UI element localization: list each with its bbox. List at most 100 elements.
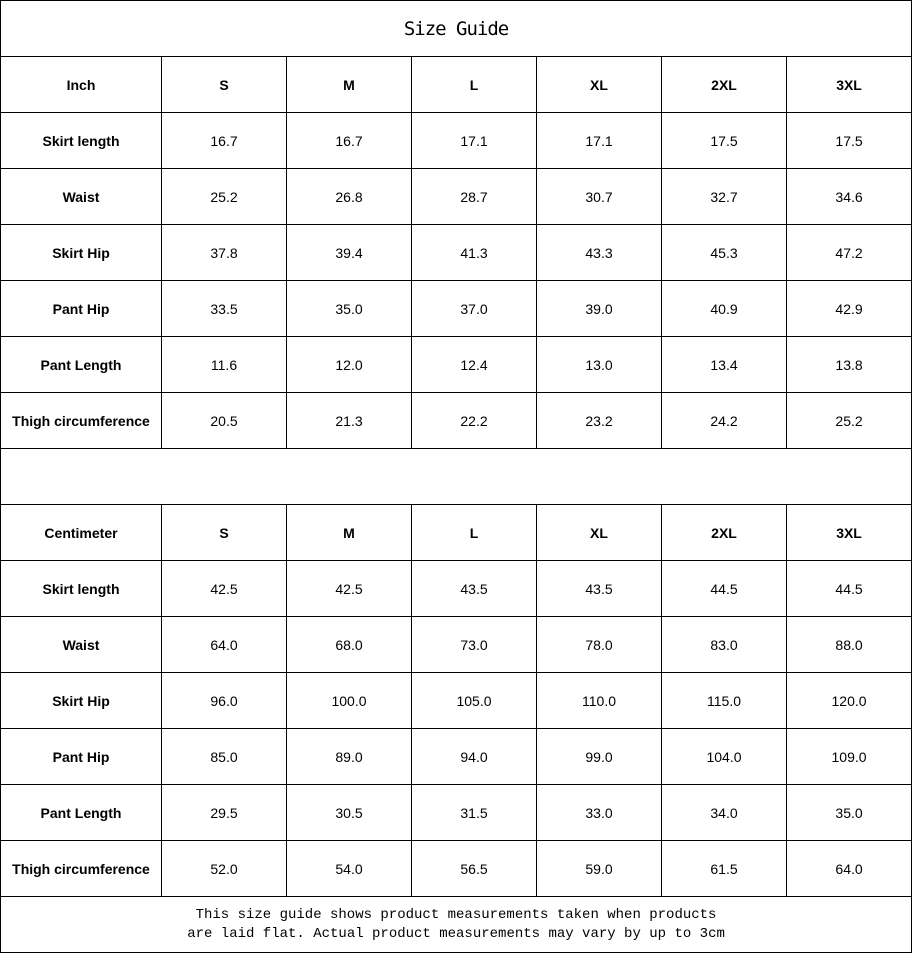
value-cell: 64.0 bbox=[785, 840, 913, 897]
value-cell: 52.0 bbox=[161, 840, 287, 897]
table-row: Pant Length 29.5 30.5 31.5 33.0 34.0 35.0 bbox=[0, 784, 913, 841]
value-cell: 22.2 bbox=[411, 392, 537, 449]
value-cell: 100.0 bbox=[286, 672, 412, 729]
value-cell: 78.0 bbox=[536, 616, 662, 673]
value-cell: 32.7 bbox=[661, 168, 787, 225]
table-row: Pant Length 11.6 12.0 12.4 13.0 13.4 13.8 bbox=[0, 336, 913, 393]
table-row: Pant Hip 33.5 35.0 37.0 39.0 40.9 42.9 bbox=[0, 280, 913, 337]
value-cell: 39.0 bbox=[536, 280, 662, 337]
size-header: M bbox=[286, 504, 412, 561]
value-cell: 105.0 bbox=[411, 672, 537, 729]
page-title: Size Guide bbox=[0, 0, 913, 57]
row-label: Skirt Hip bbox=[0, 224, 162, 281]
row-label: Thigh circumference bbox=[0, 840, 162, 897]
value-cell: 35.0 bbox=[785, 784, 913, 841]
value-cell: 13.8 bbox=[785, 336, 913, 393]
value-cell: 120.0 bbox=[785, 672, 913, 729]
row-label: Pant Length bbox=[0, 784, 162, 841]
value-cell: 73.0 bbox=[411, 616, 537, 673]
size-header: M bbox=[286, 56, 412, 113]
value-cell: 88.0 bbox=[785, 616, 913, 673]
table-row: Skirt Hip 96.0 100.0 105.0 110.0 115.0 120.0 bbox=[0, 672, 913, 729]
value-cell: 40.9 bbox=[661, 280, 787, 337]
size-header: L bbox=[411, 56, 537, 113]
value-cell: 25.2 bbox=[161, 168, 287, 225]
value-cell: 16.7 bbox=[286, 112, 412, 169]
row-label: Skirt Hip bbox=[0, 672, 162, 729]
table-row: Thigh circumference 52.0 54.0 56.5 59.0 61.5 6… bbox=[0, 840, 913, 897]
value-cell: 85.0 bbox=[161, 728, 287, 785]
value-cell: 30.7 bbox=[536, 168, 662, 225]
size-header: XL bbox=[536, 504, 662, 561]
value-cell: 61.5 bbox=[661, 840, 787, 897]
value-cell: 28.7 bbox=[411, 168, 537, 225]
value-cell: 17.1 bbox=[536, 112, 662, 169]
value-cell: 17.5 bbox=[661, 112, 787, 169]
value-cell: 43.3 bbox=[536, 224, 662, 281]
row-label: Pant Length bbox=[0, 336, 162, 393]
row-label: Waist bbox=[0, 616, 162, 673]
row-label: Pant Hip bbox=[0, 280, 162, 337]
table-row: Pant Hip 85.0 89.0 94.0 99.0 104.0 109.0 bbox=[0, 728, 913, 785]
value-cell: 43.5 bbox=[411, 560, 537, 617]
value-cell: 39.4 bbox=[286, 224, 412, 281]
value-cell: 12.0 bbox=[286, 336, 412, 393]
value-cell: 44.5 bbox=[661, 560, 787, 617]
value-cell: 47.2 bbox=[785, 224, 913, 281]
size-header: XL bbox=[536, 56, 662, 113]
table-row: Waist 64.0 68.0 73.0 78.0 83.0 88.0 bbox=[0, 616, 913, 673]
size-header: 2XL bbox=[661, 504, 787, 561]
value-cell: 37.8 bbox=[161, 224, 287, 281]
row-label: Skirt length bbox=[0, 560, 162, 617]
value-cell: 35.0 bbox=[286, 280, 412, 337]
row-label: Pant Hip bbox=[0, 728, 162, 785]
footnote: This size guide shows product measuremen… bbox=[0, 896, 913, 953]
footnote-line-2: are laid flat. Actual product measuremen… bbox=[187, 925, 725, 942]
unit-header: Inch bbox=[0, 56, 162, 113]
value-cell: 45.3 bbox=[661, 224, 787, 281]
value-cell: 13.4 bbox=[661, 336, 787, 393]
value-cell: 37.0 bbox=[411, 280, 537, 337]
spacer-row bbox=[0, 448, 913, 505]
value-cell: 64.0 bbox=[161, 616, 287, 673]
table-row: Thigh circumference 20.5 21.3 22.2 23.2 24.2 2… bbox=[0, 392, 913, 449]
value-cell: 17.1 bbox=[411, 112, 537, 169]
value-cell: 33.0 bbox=[536, 784, 662, 841]
row-label: Waist bbox=[0, 168, 162, 225]
value-cell: 13.0 bbox=[536, 336, 662, 393]
size-header: 2XL bbox=[661, 56, 787, 113]
footnote-line-1: This size guide shows product measuremen… bbox=[195, 906, 717, 923]
row-label: Skirt length bbox=[0, 112, 162, 169]
value-cell: 16.7 bbox=[161, 112, 287, 169]
value-cell: 34.6 bbox=[785, 168, 913, 225]
title-row: Size Guide bbox=[0, 0, 913, 57]
size-header: 3XL bbox=[785, 56, 913, 113]
size-header: S bbox=[161, 56, 287, 113]
value-cell: 42.5 bbox=[161, 560, 287, 617]
size-header: S bbox=[161, 504, 287, 561]
value-cell: 17.5 bbox=[785, 112, 913, 169]
header-row: Centimeter S M L XL 2XL 3XL bbox=[0, 504, 913, 561]
value-cell: 31.5 bbox=[411, 784, 537, 841]
note-row: This size guide shows product measuremen… bbox=[0, 896, 913, 953]
spacer-cell bbox=[0, 448, 913, 505]
value-cell: 33.5 bbox=[161, 280, 287, 337]
value-cell: 23.2 bbox=[536, 392, 662, 449]
value-cell: 56.5 bbox=[411, 840, 537, 897]
value-cell: 43.5 bbox=[536, 560, 662, 617]
value-cell: 115.0 bbox=[661, 672, 787, 729]
row-label: Thigh circumference bbox=[0, 392, 162, 449]
value-cell: 24.2 bbox=[661, 392, 787, 449]
table-row: Skirt Hip 37.8 39.4 41.3 43.3 45.3 47.2 bbox=[0, 224, 913, 281]
value-cell: 41.3 bbox=[411, 224, 537, 281]
size-header: L bbox=[411, 504, 537, 561]
value-cell: 54.0 bbox=[286, 840, 412, 897]
value-cell: 25.2 bbox=[785, 392, 913, 449]
value-cell: 59.0 bbox=[536, 840, 662, 897]
value-cell: 42.9 bbox=[785, 280, 913, 337]
unit-header: Centimeter bbox=[0, 504, 162, 561]
value-cell: 110.0 bbox=[536, 672, 662, 729]
value-cell: 12.4 bbox=[411, 336, 537, 393]
value-cell: 44.5 bbox=[785, 560, 913, 617]
